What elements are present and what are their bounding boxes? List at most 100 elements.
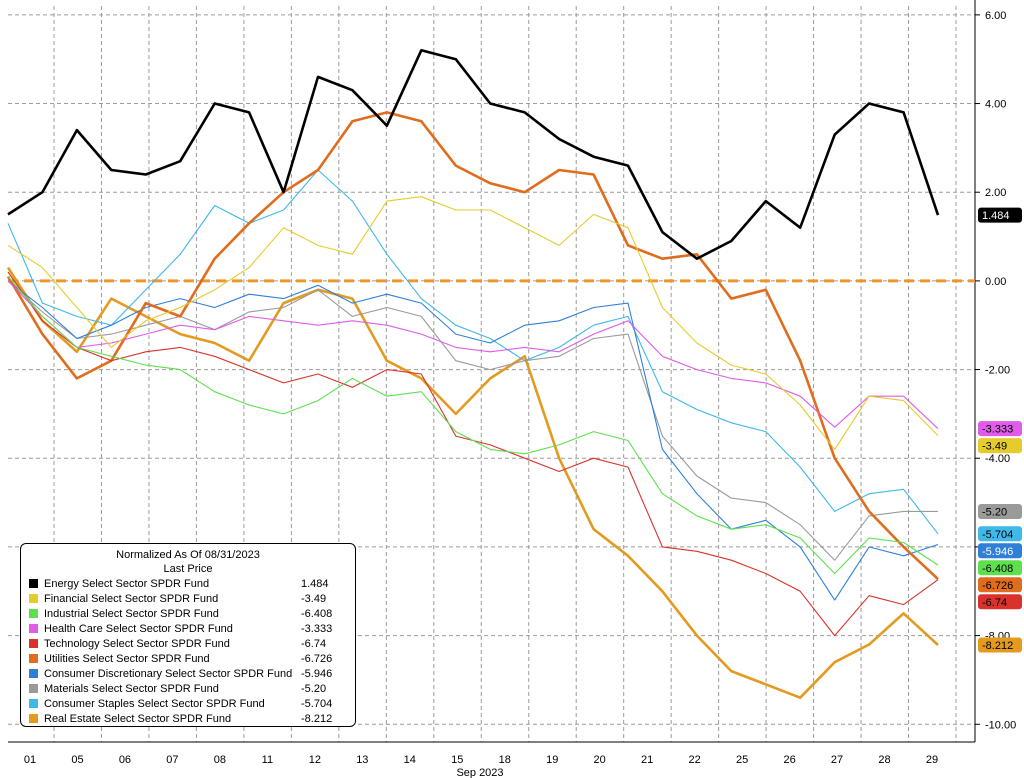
legend-swatch [29, 684, 38, 693]
x-tick-label: 21 [641, 754, 653, 766]
last-value-tag [978, 438, 1022, 454]
y-tick-label: -10.00 [985, 719, 1016, 731]
x-tick-label: 15 [451, 754, 463, 766]
x-tick-label: 18 [499, 754, 511, 766]
legend-swatch [29, 624, 38, 633]
x-tick-label: 28 [878, 754, 890, 766]
legend-series-value: -8.212 [301, 712, 333, 725]
series-line [6, 266, 939, 700]
last-value-tag-text: -5.20 [982, 506, 1007, 518]
legend-series-value: -3.49 [301, 592, 327, 605]
last-value-tag [978, 637, 1022, 653]
x-axis-label: Sep 2023 [456, 767, 503, 778]
legend-swatch [29, 699, 38, 708]
y-tick-label: 0.00 [985, 276, 1006, 288]
legend-subtitle: Last Price [163, 563, 213, 575]
last-value-tag [978, 577, 1022, 593]
legend-swatch [29, 579, 38, 588]
x-tick-label: 29 [926, 754, 938, 766]
series-line [7, 48, 940, 261]
legend-swatch [29, 654, 38, 663]
x-tick-label: 26 [783, 754, 795, 766]
last-value-tag-text: -5.704 [982, 529, 1013, 541]
legend-series-name: Consumer Discretionary Select Sector SPD… [44, 667, 293, 680]
legend-series-name: Utilities Select Sector SPDR Fund [44, 652, 210, 665]
series-line [6, 111, 939, 581]
x-tick-label: 20 [594, 754, 606, 766]
legend-series-value: -6.726 [301, 652, 333, 665]
legend-item: Utilities Select Sector SPDR Fund -6.726 [29, 651, 347, 666]
legend-item: Real Estate Select Sector SPDR Fund -8.21… [29, 711, 347, 726]
legend-series-value: -6.408 [301, 607, 333, 620]
x-tick-label: 06 [119, 754, 131, 766]
y-tick-label: 4.00 [985, 99, 1006, 111]
legend-title: Normalized As Of 08/31/2023 [116, 549, 260, 561]
series-line [7, 169, 939, 535]
series-line [7, 276, 939, 575]
legend-item: Energy Select Sector SPDR Fund 1.484 [29, 576, 347, 591]
legend-swatch [29, 594, 38, 603]
legend-item: Health Care Select Sector SPDR Fund -3.33… [29, 621, 347, 636]
x-tick-label: 19 [546, 754, 558, 766]
legend-series-name: Consumer Staples Select Sector SPDR Fund [44, 697, 265, 710]
legend-series-name: Industrial Select Sector SPDR Fund [44, 607, 219, 620]
last-value-tag [978, 526, 1022, 542]
last-value-tag [978, 207, 1022, 223]
x-tick-label: 12 [309, 754, 321, 766]
x-tick-label: 11 [262, 754, 273, 766]
x-tick-label: 22 [689, 754, 701, 766]
legend-series-name: Technology Select Sector SPDR Fund [44, 637, 230, 650]
last-value-tag-text: -5.946 [982, 546, 1013, 558]
last-value-tag [978, 560, 1022, 576]
last-value-tag [978, 503, 1022, 519]
legend-series-value: -6.74 [301, 637, 327, 650]
y-tick-label: -4.00 [985, 453, 1010, 465]
last-value-tag-text: -3.49 [982, 441, 1007, 453]
last-value-tag-text: -3.333 [982, 424, 1013, 436]
last-value-tag-text: -6.726 [982, 580, 1013, 592]
legend-item: Materials Select Sector SPDR Fund -5.20 [29, 681, 347, 696]
x-tick-label: 25 [736, 754, 748, 766]
x-tick-label: 08 [214, 754, 226, 766]
last-value-tag-text: -8.212 [982, 640, 1013, 652]
legend-series-name: Health Care Select Sector SPDR Fund [44, 622, 233, 635]
legend-series-name: Real Estate Select Sector SPDR Fund [44, 712, 232, 725]
legend-box: Normalized As Of 08/31/2023 Last Price E… [20, 543, 356, 727]
legend-series-value: 1.484 [301, 577, 329, 590]
last-value-tag [978, 594, 1022, 610]
legend-series-name: Energy Select Sector SPDR Fund [44, 577, 210, 590]
legend-series-value: -3.333 [301, 622, 333, 635]
series-line [7, 196, 939, 450]
legend-rows: Energy Select Sector SPDR Fund 1.484 Finan… [29, 576, 347, 726]
last-value-tag [978, 543, 1022, 559]
y-tick-label: 2.00 [985, 187, 1006, 199]
legend-series-value: -5.946 [301, 667, 333, 680]
x-tick-label: 05 [71, 754, 83, 766]
x-tick-label: 14 [404, 754, 416, 766]
legend-item: Financial Select Sector SPDR Fund -3.49 [29, 591, 347, 606]
last-value-tag-text: 1.484 [982, 210, 1010, 222]
legend-swatch [29, 639, 38, 648]
legend-item: Consumer Discretionary Select Sector SPD… [29, 666, 347, 681]
x-tick-label: 07 [166, 754, 178, 766]
legend-series-value: -5.704 [301, 697, 333, 710]
legend-series-name: Financial Select Sector SPDR Fund [44, 592, 219, 605]
series-line [7, 280, 938, 561]
legend-series-name: Materials Select Sector SPDR Fund [44, 682, 219, 695]
legend-item: Consumer Staples Select Sector SPDR Fund… [29, 696, 347, 711]
last-value-tag-text: -6.408 [982, 563, 1013, 575]
y-tick-label: 6.00 [985, 10, 1006, 22]
legend-item: Industrial Select Sector SPDR Fund -6.408 [29, 606, 347, 621]
x-tick-label: 13 [356, 754, 368, 766]
legend-series-value: -5.20 [301, 682, 327, 695]
last-value-tag-text: -6.74 [982, 597, 1007, 609]
series-line [7, 280, 939, 601]
last-value-tag [978, 421, 1022, 437]
x-tick-label: 27 [831, 754, 843, 766]
legend-item: Technology Select Sector SPDR Fund -6.74 [29, 636, 347, 651]
legend-swatch [29, 669, 38, 678]
legend-swatch [29, 714, 38, 723]
legend-swatch [29, 609, 38, 618]
